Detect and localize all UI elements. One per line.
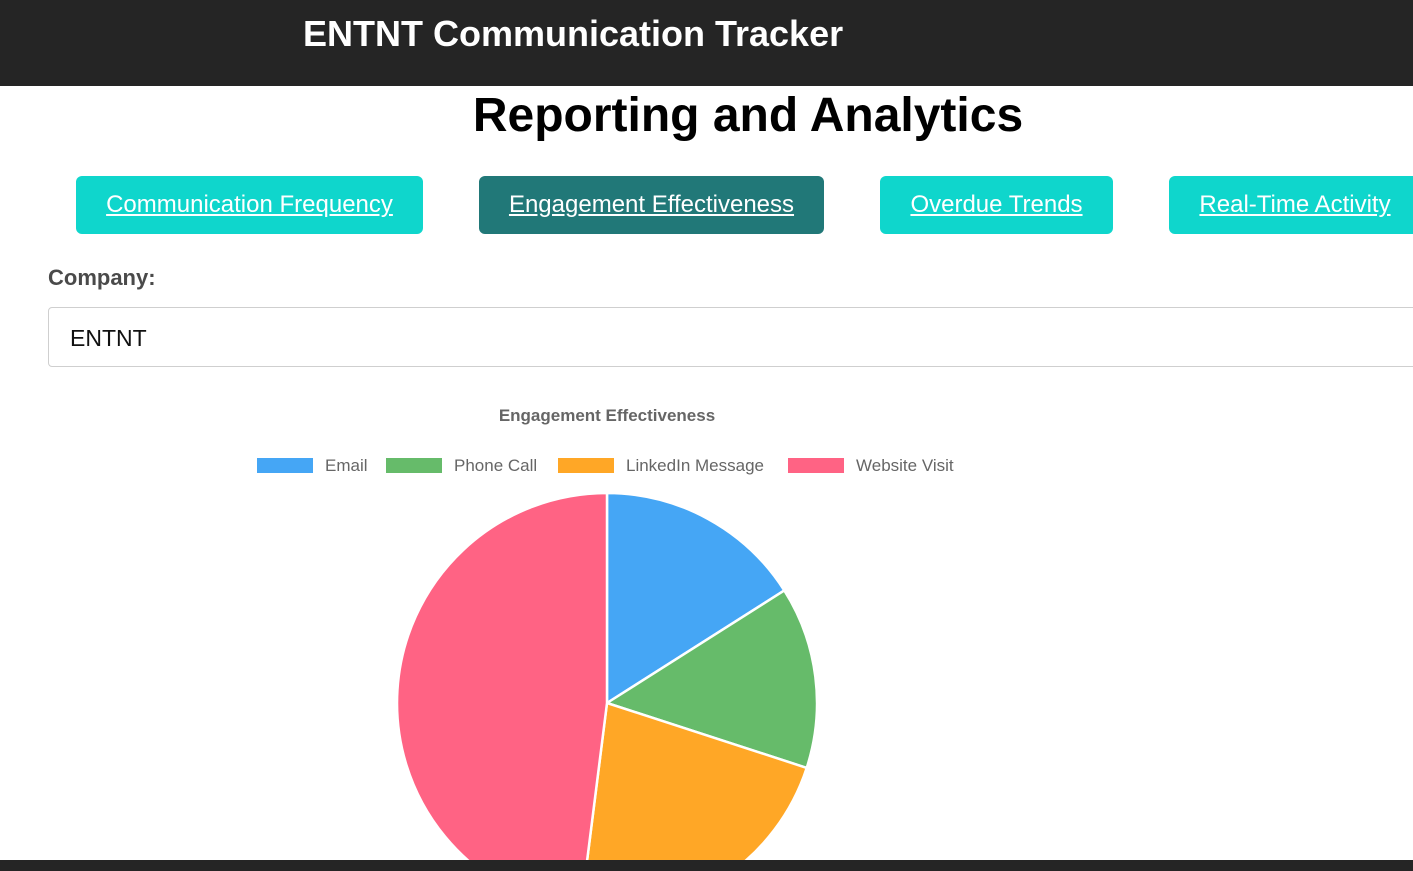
legend-swatch-phone-call[interactable] [386, 458, 442, 473]
legend-swatch-email[interactable] [257, 458, 313, 473]
page-title: Reporting and Analytics [472, 89, 1024, 142]
tab-overdue-trends[interactable]: Overdue Trends [880, 176, 1113, 234]
tab-communication-frequency[interactable]: Communication Frequency [76, 176, 423, 234]
legend-swatch-website-visit[interactable] [788, 458, 844, 473]
company-select-value: ENTNT [70, 325, 147, 351]
pie-slices [395, 491, 819, 860]
legend-label-linkedin-message[interactable]: LinkedIn Message [626, 456, 764, 475]
tab-real-time-activity[interactable]: Real-Time Activity [1169, 176, 1413, 234]
tab-engagement-effectiveness[interactable]: Engagement Effectiveness [479, 176, 824, 234]
pie-slice-website-visit[interactable] [395, 491, 609, 860]
engagement-pie-chart: Engagement Effectiveness Email Phone Call… [257, 406, 954, 860]
legend-swatch-linkedin-message[interactable] [558, 458, 614, 473]
pie-slice-linkedin-message[interactable] [581, 701, 808, 860]
pie-slice-email[interactable] [605, 491, 786, 705]
app-header: ENTNT Communication Tracker [0, 0, 1413, 86]
legend-label-website-visit[interactable]: Website Visit [856, 456, 954, 475]
chart-title: Engagement Effectiveness [499, 406, 715, 425]
pie-slice-phone-call[interactable] [605, 589, 819, 770]
legend-label-email[interactable]: Email [325, 456, 368, 475]
legend-label-phone-call[interactable]: Phone Call [454, 456, 537, 475]
bottom-bar [0, 860, 1413, 871]
company-label: Company: [48, 265, 156, 290]
chart-legend: Email Phone Call LinkedIn Message Website V… [257, 456, 954, 475]
company-select[interactable]: ENTNT [48, 307, 1413, 367]
app-title: ENTNT Communication Tracker [303, 13, 844, 54]
